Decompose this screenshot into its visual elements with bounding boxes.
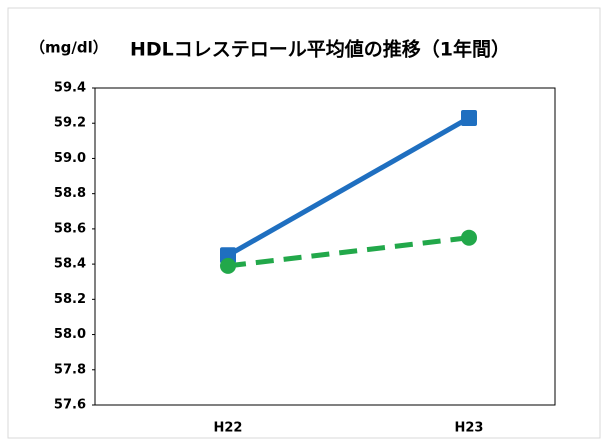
chart-title: HDLコレステロール平均値の推移（1年間） [130, 38, 510, 61]
marker [461, 109, 477, 126]
series-line [226, 115, 471, 258]
series-line [227, 235, 470, 269]
y-tick-label: 58.8 [54, 186, 86, 201]
y-tick-label: 59.4 [54, 81, 86, 96]
marker [461, 229, 477, 246]
y-tick-label: 57.8 [54, 362, 86, 377]
y-tick-label: 58.0 [54, 327, 86, 342]
chart-border [7, 7, 601, 439]
y-tick-label: 58.6 [54, 221, 86, 236]
y-tick-label: 58.2 [54, 292, 86, 307]
y-tick-label: 59.2 [54, 116, 86, 131]
marker [220, 257, 236, 274]
x-tick-label: H23 [455, 421, 484, 436]
y-tick-label: 57.6 [54, 398, 86, 413]
x-tick-label: H22 [214, 421, 243, 436]
y-axis-unit: （mg/dl） [30, 39, 108, 57]
y-tick-label: 59.0 [54, 151, 86, 166]
y-tick-label: 58.4 [54, 257, 86, 272]
plot-area [94, 87, 556, 406]
